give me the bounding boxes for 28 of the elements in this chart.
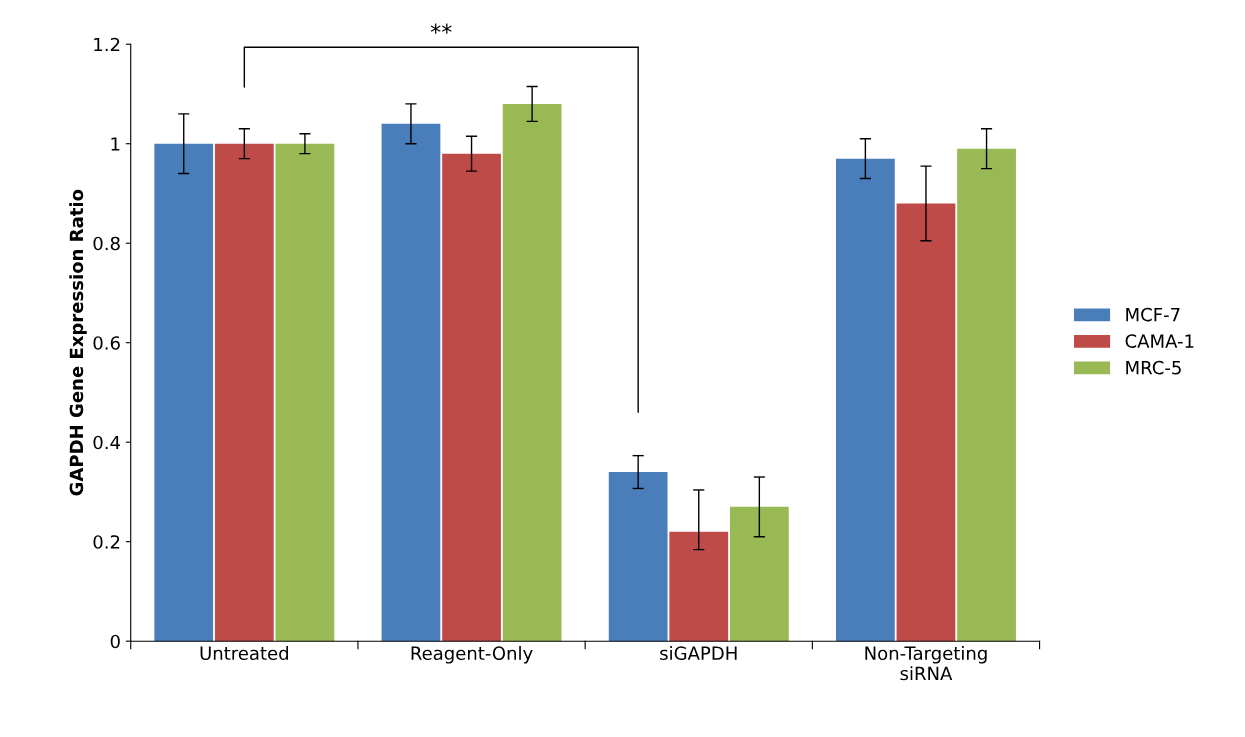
y-tick-label: 0.4 — [93, 435, 120, 450]
bar — [608, 472, 668, 642]
legend-label: MCF-7 — [1126, 307, 1180, 322]
bar — [835, 158, 895, 642]
bar — [381, 123, 441, 642]
y-tick-label: 1.2 — [94, 37, 120, 52]
legend-label: MRC-5 — [1126, 360, 1181, 375]
x-tick-label: Untreated — [200, 646, 288, 661]
x-tick-label: Non-Targeting siRNA — [865, 646, 987, 681]
bar — [669, 531, 729, 642]
bar — [502, 103, 562, 642]
x-tick-label: siGAPDH — [660, 646, 737, 661]
y-tick-label: 0.8 — [93, 236, 120, 251]
y-tick-label: 0 — [110, 634, 120, 649]
y-tick-label: 1 — [111, 137, 120, 151]
legend-label: CAMA-1 — [1125, 334, 1194, 348]
bar — [214, 143, 274, 642]
bar — [275, 143, 335, 642]
bar — [729, 506, 789, 642]
x-tick-label: Reagent-Only — [411, 646, 533, 664]
bar — [442, 153, 501, 642]
bar — [957, 148, 1016, 642]
y-tick-label: 0.2 — [93, 535, 120, 549]
bar — [896, 203, 956, 642]
y-tick-label: 0.6 — [93, 336, 120, 350]
bar — [154, 143, 214, 642]
y-axis-title: GAPDH Gene Expression Ratio — [69, 189, 87, 496]
text: ** — [430, 23, 452, 34]
